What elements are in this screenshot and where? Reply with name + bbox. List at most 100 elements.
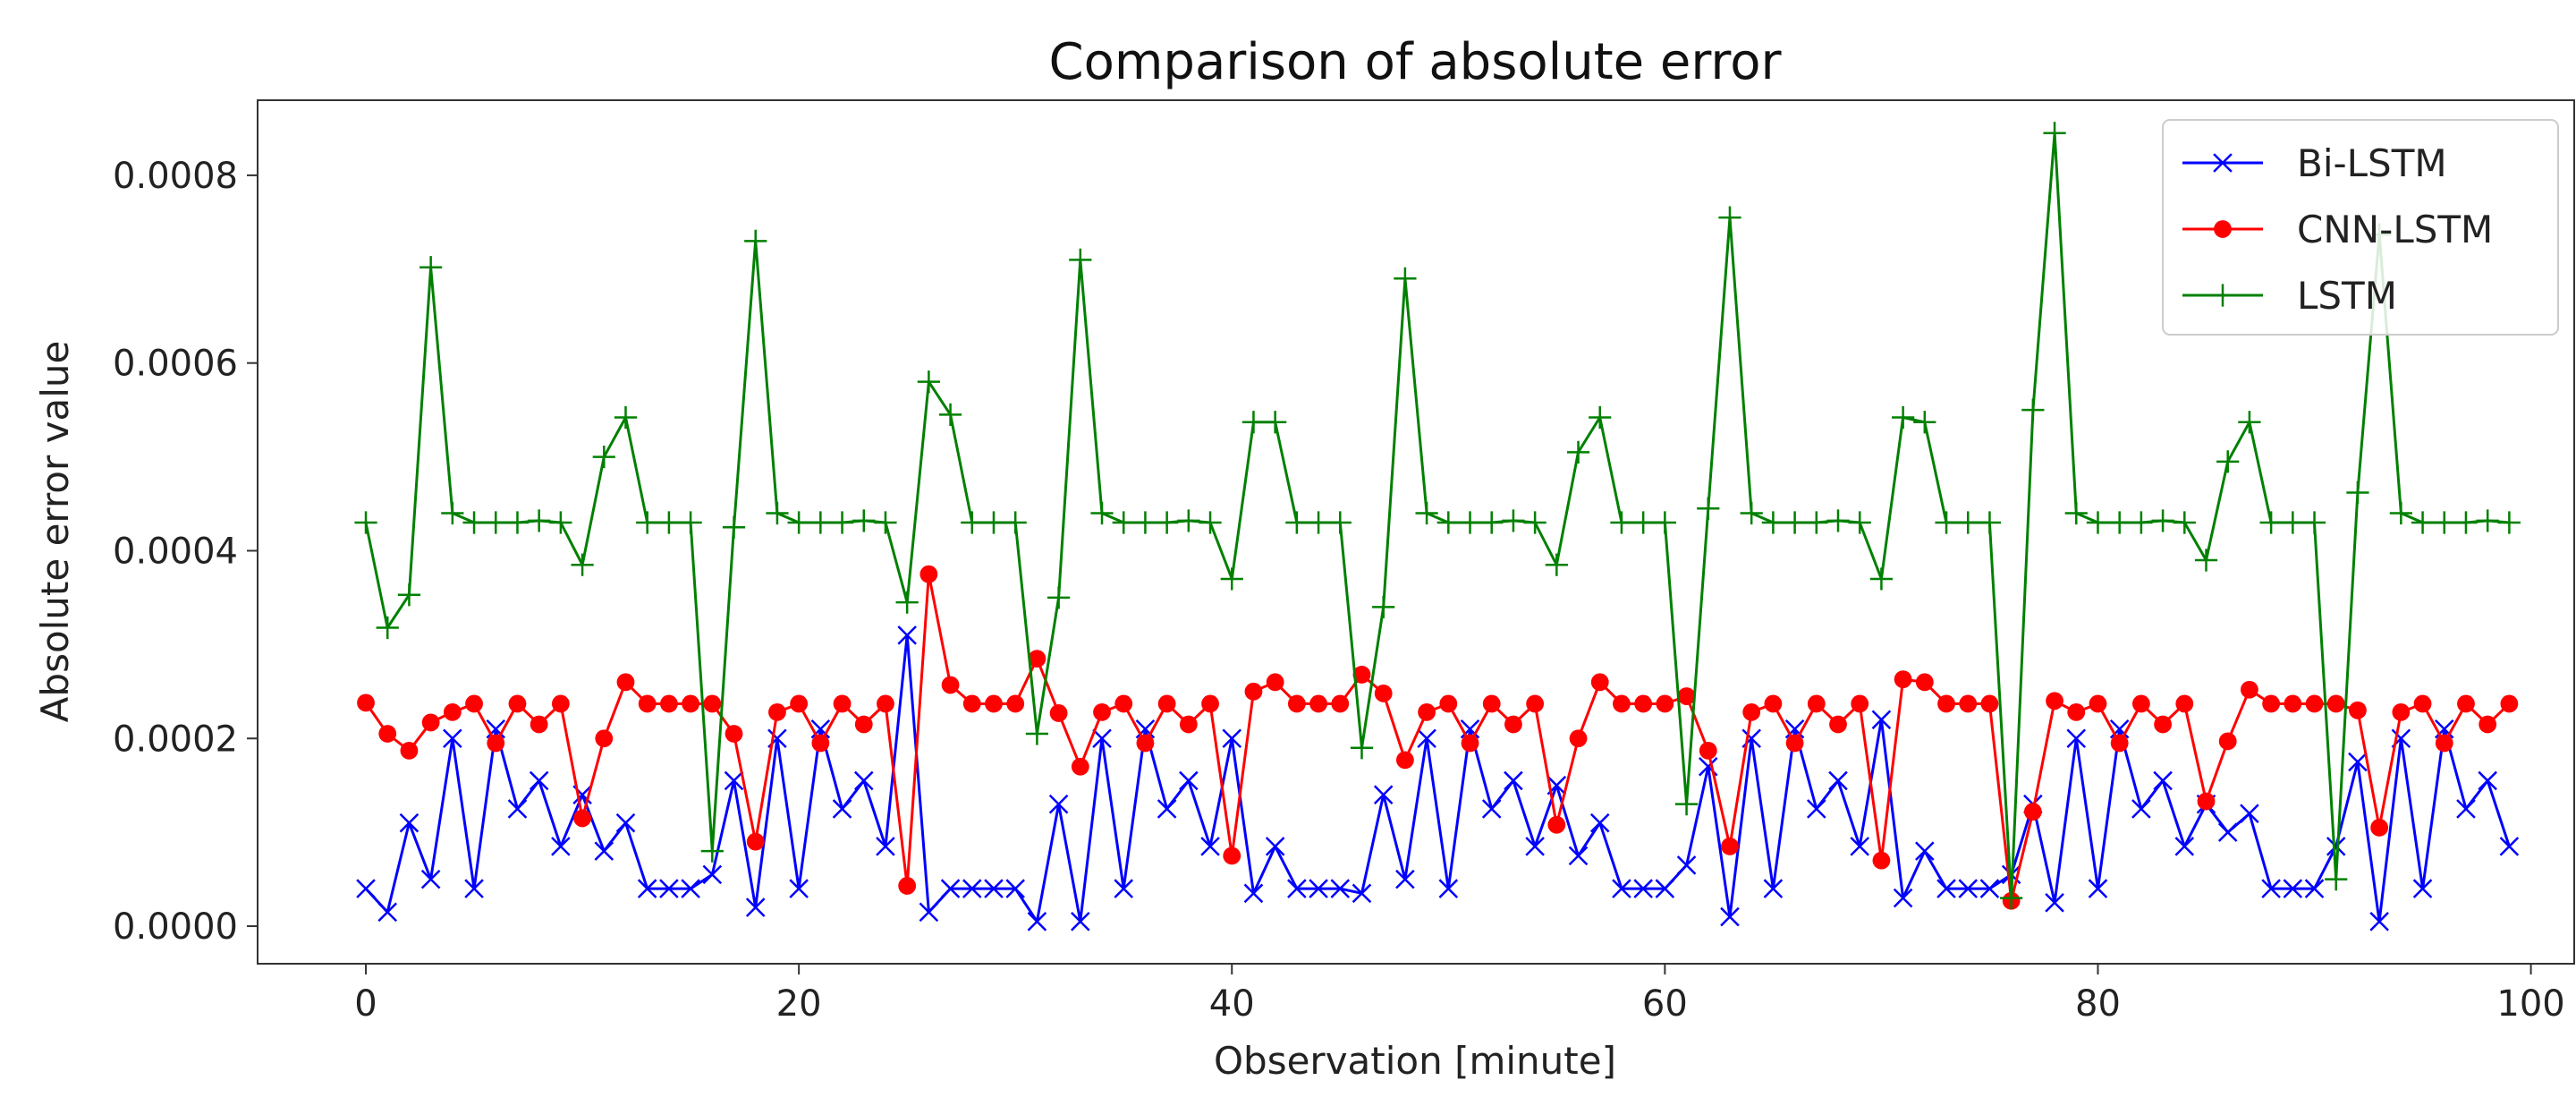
data-point-bi-lstm <box>1915 841 1935 861</box>
data-point-cnn-lstm <box>1331 694 1350 713</box>
data-point-bi-lstm <box>2326 837 2346 856</box>
data-point-cnn-lstm <box>1613 694 1631 713</box>
data-point-lstm <box>1436 511 1460 534</box>
data-point-lstm <box>1784 511 1807 534</box>
legend: Bi-LSTM CNN-LSTM LSTM <box>2162 119 2559 336</box>
data-point-bi-lstm <box>1525 837 1545 856</box>
data-point-lstm <box>2151 509 2174 532</box>
data-point-bi-lstm <box>2412 879 2433 898</box>
data-point-bi-lstm <box>2499 837 2520 856</box>
data-point-lstm <box>2130 511 2153 534</box>
data-point-lstm <box>549 511 572 534</box>
data-point-lstm <box>2325 867 2348 891</box>
data-point-bi-lstm <box>1265 837 1285 856</box>
data-point-bi-lstm <box>2240 804 2259 823</box>
data-point-lstm <box>2454 511 2478 534</box>
data-point-cnn-lstm <box>2110 734 2129 753</box>
data-point-lstm <box>592 445 615 469</box>
data-point-cnn-lstm <box>2023 803 2042 821</box>
data-point-cnn-lstm <box>1287 694 1306 713</box>
data-point-lstm <box>1545 553 1568 576</box>
data-point-lstm <box>2086 511 2110 534</box>
data-point-cnn-lstm <box>1049 704 1068 722</box>
y-tick-label: 0.0006 <box>113 344 238 385</box>
data-point-lstm <box>1566 440 1590 464</box>
data-point-lstm <box>1264 411 1287 434</box>
data-point-cnn-lstm <box>1742 702 1761 721</box>
data-point-lstm <box>1047 586 1071 609</box>
data-point-lstm <box>636 511 659 534</box>
series-line-bi-lstm <box>364 634 2511 923</box>
data-point-lstm <box>1740 501 1763 525</box>
data-point-bi-lstm <box>789 879 809 898</box>
data-point-lstm <box>2476 509 2499 532</box>
data-point-bi-lstm <box>1589 812 1610 833</box>
data-point-cnn-lstm <box>1093 702 1111 721</box>
data-point-cnn-lstm <box>1439 694 1458 713</box>
data-point-lstm <box>1805 511 1828 534</box>
data-point-cnn-lstm <box>2131 694 2150 713</box>
data-point-cnn-lstm <box>746 832 765 851</box>
data-point-lstm <box>938 403 962 426</box>
data-point-lstm <box>2173 511 2196 534</box>
data-point-bi-lstm <box>1720 906 1740 927</box>
data-point-cnn-lstm <box>1721 837 1739 855</box>
data-point-cnn-lstm <box>1959 694 1978 713</box>
data-point-bi-lstm <box>919 902 939 923</box>
y-tick-label: 0.0000 <box>113 906 238 948</box>
data-point-lstm <box>1177 509 1200 532</box>
data-point-cnn-lstm <box>2218 732 2237 751</box>
data-point-lstm <box>787 511 810 534</box>
data-point-bi-lstm <box>1676 855 1697 875</box>
data-point-lstm <box>1935 511 1958 534</box>
data-point-lstm <box>571 553 594 576</box>
data-point-cnn-lstm <box>2349 701 2367 719</box>
data-point-lstm <box>2000 886 2023 910</box>
data-point-bi-lstm <box>2456 799 2476 819</box>
data-point-cnn-lstm <box>919 565 938 583</box>
data-point-cnn-lstm <box>2392 702 2411 721</box>
data-point-bi-lstm <box>1893 888 1913 908</box>
data-point-cnn-lstm <box>724 725 743 743</box>
data-point-lstm <box>2346 481 2369 505</box>
data-point-cnn-lstm <box>1266 673 1284 692</box>
data-point-cnn-lstm <box>877 694 894 713</box>
data-point-cnn-lstm <box>1482 694 1501 713</box>
data-point-lstm <box>2302 511 2326 534</box>
data-point-lstm <box>1589 405 1612 430</box>
data-point-bi-lstm <box>551 837 571 856</box>
data-point-cnn-lstm <box>1785 734 1804 753</box>
data-point-bi-lstm <box>1936 879 1956 898</box>
data-point-cnn-lstm <box>1937 694 1955 713</box>
data-point-cnn-lstm <box>1526 694 1545 713</box>
data-point-bi-lstm <box>940 879 961 898</box>
data-point-bi-lstm <box>876 837 895 856</box>
data-point-lstm <box>2108 511 2131 534</box>
data-point-lstm <box>1069 248 1092 271</box>
data-point-lstm <box>1653 511 1676 534</box>
data-point-lstm <box>1415 501 1438 525</box>
data-point-cnn-lstm <box>854 715 873 734</box>
data-point-bi-lstm <box>1958 879 1979 898</box>
data-point-cnn-lstm <box>378 725 397 743</box>
data-point-lstm <box>852 509 876 532</box>
data-point-bi-lstm <box>1330 879 1351 898</box>
data-point-bi-lstm <box>2217 822 2238 842</box>
data-point-lstm <box>2259 511 2283 534</box>
series-layer <box>354 122 2521 932</box>
legend-label-lstm: LSTM <box>2297 274 2397 318</box>
data-point-bi-lstm <box>1048 794 1069 814</box>
legend-marker-lstm <box>2211 284 2234 307</box>
data-point-cnn-lstm <box>768 702 786 721</box>
data-point-bi-lstm <box>832 799 852 819</box>
data-point-lstm <box>419 256 443 279</box>
data-point-bi-lstm <box>853 770 874 791</box>
data-point-bi-lstm <box>1979 879 2000 898</box>
data-point-bi-lstm <box>1612 879 1631 898</box>
plot-frame <box>257 99 2575 965</box>
data-point-bi-lstm <box>2131 799 2151 819</box>
x-axis-label: Observation [minute] <box>1214 1039 1616 1083</box>
data-point-lstm <box>1350 736 1374 760</box>
data-point-lstm <box>1307 511 1330 534</box>
data-point-bi-lstm <box>984 879 1004 898</box>
